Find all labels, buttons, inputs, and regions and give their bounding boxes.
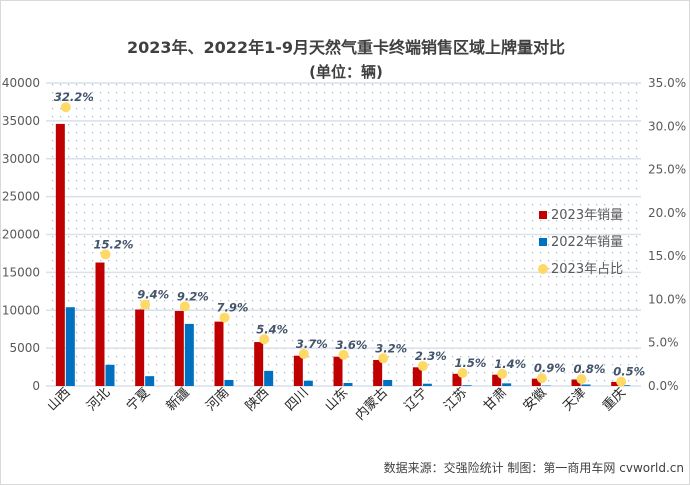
bar-2022 xyxy=(66,307,75,386)
share-label: 3.7% xyxy=(296,337,328,351)
legend-label: 2023年销量 xyxy=(551,208,623,223)
legend-label: 2023年占比 xyxy=(551,262,623,277)
share-label: 3.6% xyxy=(336,338,368,352)
bar-2023 xyxy=(294,356,303,386)
y2-tick-label: 10.0% xyxy=(648,292,686,306)
x-tick-label: 新疆 xyxy=(163,385,193,415)
bar-2022 xyxy=(423,384,432,386)
share-label: 9.2% xyxy=(177,289,209,303)
chart-title: 2023年、2022年1-9月天然气重卡终端销售区域上牌量对比 xyxy=(127,38,565,57)
bar-2023 xyxy=(373,360,382,386)
bar-2023 xyxy=(175,311,184,386)
y-tick-label: 40000 xyxy=(2,76,40,90)
x-tick-label: 陕西 xyxy=(243,385,272,414)
y2-tick-label: 15.0% xyxy=(648,249,686,263)
y2-tick-label: 35.0% xyxy=(648,76,686,90)
y2-tick-label: 20.0% xyxy=(648,206,686,220)
y-tick-label: 35000 xyxy=(2,114,40,128)
bar-2022 xyxy=(383,380,392,386)
footer-source: 数据来源：交强险统计 制图：第一商用车网 cvworld.cn xyxy=(384,460,684,475)
legend-label: 2022年销量 xyxy=(551,235,623,250)
bar-2023 xyxy=(254,342,263,386)
x-tick-label: 宁夏 xyxy=(123,385,153,415)
x-tick-label: 天津 xyxy=(560,385,589,414)
y2-tick-label: 0.0% xyxy=(648,379,679,393)
bar-2022 xyxy=(145,376,154,386)
legend-swatch xyxy=(539,211,547,219)
x-tick-label: 四川 xyxy=(283,385,312,414)
share-label: 3.2% xyxy=(375,341,407,355)
x-tick-label: 辽宁 xyxy=(401,385,431,415)
bar-2023 xyxy=(135,309,144,386)
bar-2022 xyxy=(106,365,115,386)
y-tick-label: 10000 xyxy=(2,303,40,317)
x-tick-label: 内蒙古 xyxy=(352,385,391,424)
share-label: 0.9% xyxy=(534,361,566,375)
bar-2022 xyxy=(304,381,313,386)
share-label: 7.9% xyxy=(217,301,249,315)
x-tick-label: 山东 xyxy=(322,385,351,414)
share-label: 0.8% xyxy=(574,362,606,376)
y-tick-label: 25000 xyxy=(2,190,40,204)
bar-2023 xyxy=(56,124,65,386)
bar-2022 xyxy=(463,385,472,386)
share-label: 2.3% xyxy=(415,349,447,363)
x-tick-label: 安徽 xyxy=(521,385,550,414)
share-label: 1.5% xyxy=(455,356,487,370)
x-tick-label: 江苏 xyxy=(441,385,471,415)
bar-2022 xyxy=(344,383,353,386)
legend-swatch xyxy=(538,264,548,274)
bar-2022 xyxy=(582,384,591,386)
chart-subtitle: (单位：辆) xyxy=(309,63,383,81)
y-tick-label: 5000 xyxy=(9,341,40,355)
y-tick-label: 30000 xyxy=(2,152,40,166)
y-tick-label: 20000 xyxy=(2,228,40,242)
x-tick-label: 山西 xyxy=(45,385,74,414)
share-label: 5.4% xyxy=(256,322,288,336)
bar-2023 xyxy=(334,357,343,386)
bar-2022 xyxy=(185,324,194,386)
x-tick-label: 河南 xyxy=(203,385,233,415)
y2-tick-label: 25.0% xyxy=(648,163,686,177)
x-tick-label: 甘肃 xyxy=(481,385,510,414)
y2-tick-label: 5.0% xyxy=(648,336,679,350)
bar-2023 xyxy=(96,263,105,386)
share-label: 15.2% xyxy=(94,237,134,251)
x-tick-label: 重庆 xyxy=(599,385,629,415)
bar-2022 xyxy=(502,383,511,386)
y-tick-label: 0 xyxy=(32,379,40,393)
bar-2022 xyxy=(225,380,234,386)
share-label: 0.5% xyxy=(613,365,645,379)
y2-tick-label: 30.0% xyxy=(648,119,686,133)
share-label: 32.2% xyxy=(54,90,94,104)
legend-swatch xyxy=(539,238,547,246)
share-label: 9.4% xyxy=(137,288,169,302)
share-label: 1.4% xyxy=(494,357,526,371)
x-tick-label: 河北 xyxy=(84,385,113,414)
bar-2022 xyxy=(264,371,273,386)
bar-2023 xyxy=(215,322,224,386)
y-tick-label: 15000 xyxy=(2,265,40,279)
